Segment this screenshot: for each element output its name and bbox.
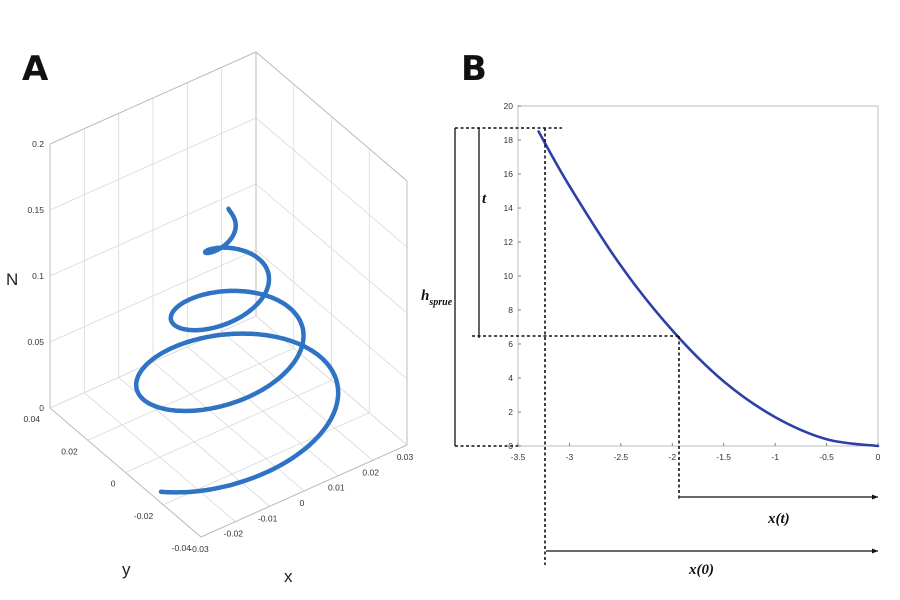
x-tick-label: 0.02 <box>362 467 379 477</box>
z-tick-label: 0 <box>39 403 44 413</box>
back-wall-grid-line <box>49 249 257 343</box>
h-sprue-label-main: h <box>421 288 429 304</box>
y-tick-label: 0.02 <box>61 446 78 456</box>
y-tick-label: -0.02 <box>134 511 154 521</box>
x-tick-label: 0.01 <box>328 483 345 493</box>
box-edge <box>200 444 408 538</box>
x-tick-label: 0 <box>300 498 305 508</box>
x-tick-label: -2.5 <box>614 452 629 462</box>
x-tick-label: -2 <box>669 452 677 462</box>
x-tick-label: -0.02 <box>224 529 244 539</box>
x-tick-label: -0.03 <box>189 544 209 554</box>
panel-a-box <box>49 51 408 538</box>
back-wall-grid-line <box>49 315 257 409</box>
y-tick-label: 14 <box>504 203 514 213</box>
panel-b-plot-area <box>517 105 879 447</box>
y-tick-label: 20 <box>504 101 514 111</box>
panel-b-letter: B <box>461 49 487 89</box>
side-wall-grid-line <box>255 183 408 314</box>
y-tick-label: 10 <box>504 271 514 281</box>
x-tick-label: 0.03 <box>397 452 414 462</box>
helix-curve <box>133 206 341 495</box>
y-axis-label: y <box>122 560 131 579</box>
panel-a-grid <box>49 51 408 538</box>
x-tick-label: -0.01 <box>258 513 278 523</box>
side-wall-grid-line <box>255 117 408 248</box>
y-tick-label: 6 <box>508 339 513 349</box>
box-edge <box>255 51 408 182</box>
xt-arrowhead <box>872 494 878 500</box>
back-wall-grid-line <box>49 183 257 277</box>
x0-arrowhead <box>872 548 878 554</box>
floor-grid-line <box>125 380 332 473</box>
y-tick-label: 4 <box>508 373 513 383</box>
x-tick-label: -3.5 <box>511 452 526 462</box>
panel-a-ticks: 0 0.05 0.1 0.15 0.2 -0.04 -0.02 0 0.02 0.04 -0.03 -… <box>23 139 413 554</box>
y-tick-label: 8 <box>508 305 513 315</box>
box-edge <box>49 407 202 538</box>
y-tick-label: 12 <box>504 237 514 247</box>
x-tick-label: -0.5 <box>819 452 834 462</box>
y-tick-label: 16 <box>504 169 514 179</box>
panel-b-plot: -3.5 -3 -2.5 -2 -1.5 -1 -0.5 002468101214161820… <box>421 101 881 578</box>
x-tick-label: -3 <box>566 452 574 462</box>
side-wall-grid-line <box>255 249 408 380</box>
annotation-guides <box>454 127 878 565</box>
back-wall-grid-line <box>49 117 257 211</box>
panel-a-3d-plot: 0 0.05 0.1 0.15 0.2 -0.04 -0.02 0 0.02 0.04 -0.03 -… <box>6 51 414 586</box>
x0-label: x(0) <box>688 562 714 578</box>
x-tick-label: -1.5 <box>716 452 731 462</box>
y-tick-label: 2 <box>508 407 513 417</box>
h-sprue-label-sub: sprue <box>428 297 452 308</box>
y-tick-label: -0.04 <box>172 543 192 553</box>
x-tick-label: -1 <box>771 452 779 462</box>
x-axis-label: x <box>284 567 293 586</box>
y-tick-label: 18 <box>504 135 514 145</box>
box-edge <box>49 51 257 145</box>
z-tick-label: 0.1 <box>32 271 44 281</box>
z-tick-label: 0.2 <box>32 139 44 149</box>
h-sprue-label: hsprue <box>421 288 453 308</box>
y-tick-label: 0.04 <box>23 414 40 424</box>
panel-a-letter: A <box>22 49 49 89</box>
sprue-curve <box>537 130 880 448</box>
xt-label: x(t) <box>767 511 790 527</box>
t-label: t <box>482 191 487 207</box>
z-tick-label: 0.15 <box>27 205 44 215</box>
z-axis-label: N <box>6 270 18 289</box>
y-tick-label: 0 <box>111 479 116 489</box>
floor-grid-line <box>87 347 294 441</box>
z-tick-label: 0.05 <box>27 337 44 347</box>
x-tick-label: 0 <box>876 452 881 462</box>
